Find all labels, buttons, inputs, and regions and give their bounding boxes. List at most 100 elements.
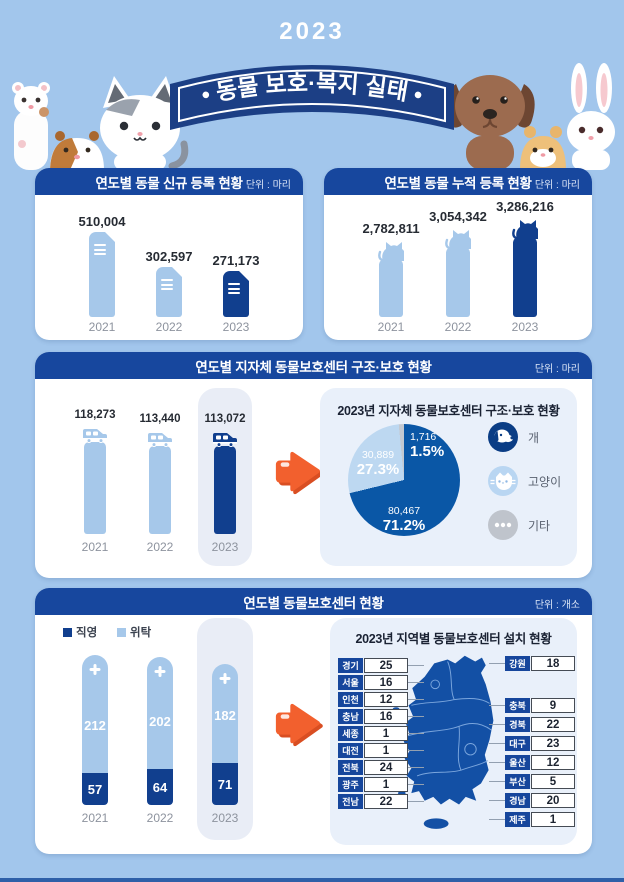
cat-silhouette-icon	[445, 230, 471, 249]
panel-rescue-unit: 단위 : 마리	[534, 364, 580, 375]
region-gyeongbuk: 경북 22	[489, 717, 575, 732]
bar-2022	[445, 230, 471, 317]
pie-label-etc: 1,716 1.5%	[410, 431, 445, 460]
year-label: 2021	[88, 320, 116, 334]
bar-2021	[89, 232, 115, 317]
panel-new-unit: 단위 : 마리	[245, 180, 291, 191]
year-label: 2023	[211, 811, 239, 825]
legend-direct: 직영	[63, 624, 97, 640]
bar-value: 2,782,811	[362, 221, 420, 236]
region-incheon: 인천 12	[338, 692, 424, 707]
year-label: 2021	[81, 811, 109, 825]
year-label: 2022	[155, 320, 183, 334]
document-fold-icon	[239, 271, 249, 281]
rescue-pie-chart	[348, 424, 460, 536]
bar-2021	[378, 242, 404, 317]
ellipsis-icon	[488, 510, 518, 540]
direct-segment: 71	[212, 763, 238, 805]
panel-shelters-header: 연도별 동물보호센터 현황 단위 : 개소	[35, 588, 592, 615]
panel-rescue-protection: 연도별 지자체 동물보호센터 구조·보호 현황 단위 : 마리 118,273 …	[35, 352, 592, 578]
region-ulsan: 울산 12	[489, 755, 575, 770]
panel-cum-unit: 단위 : 마리	[534, 180, 580, 191]
ferret-icon	[12, 82, 50, 170]
pie-subpanel-title: 2023년 지자체 동물보호센터 구조·보호 현황	[337, 404, 560, 418]
stacked-bar-2023: 182 71	[212, 664, 238, 805]
rescue-truck-icon	[148, 433, 172, 447]
cat-icon	[488, 466, 518, 496]
region-gwangju: 광주 1	[338, 777, 424, 792]
bar-2023	[223, 271, 249, 317]
region-chungnam: 충남 16	[338, 709, 424, 724]
cat-silhouette-icon	[512, 220, 538, 239]
panel-rescue-header: 연도별 지자체 동물보호센터 구조·보호 현황 단위 : 마리	[35, 352, 592, 379]
direct-segment: 57	[82, 773, 108, 805]
panel-shelters: 연도별 동물보호센터 현황 단위 : 개소 직영 위탁 212 57 202	[35, 588, 592, 854]
legend-entrusted-swatch	[117, 627, 126, 637]
document-fold-icon	[172, 267, 182, 277]
region-busan: 부산 5	[489, 774, 575, 789]
region-gangwon: 강원 18	[489, 656, 575, 671]
year-label: 2023	[511, 320, 539, 334]
rabbit-icon	[567, 63, 615, 170]
panel-new-header: 연도별 동물 신규 등록 현황 단위 : 마리	[35, 168, 303, 195]
year-label: 2023	[211, 540, 239, 554]
orange-arrow-icon	[275, 703, 323, 747]
pie-label-dog: 80,467 71.2%	[382, 505, 426, 534]
cat-silhouette-icon	[378, 242, 404, 261]
panel-shelters-unit: 단위 : 개소	[534, 600, 580, 611]
entrusted-segment: 202	[147, 657, 173, 769]
korea-map	[388, 655, 494, 829]
rescue-truck-icon	[213, 433, 237, 447]
orange-arrow-icon	[275, 451, 323, 495]
title-banner: • 동물 보호·복지 실태 •	[170, 65, 454, 130]
region-chungbuk: 충북 9	[489, 698, 575, 713]
region-sejong: 세종 1	[338, 726, 424, 741]
region-jeonnam: 전남 22	[338, 794, 424, 809]
year-label: 2022	[146, 540, 174, 554]
map-subpanel: 2023년 지역별 동물보호센터 설치 현황	[330, 618, 577, 845]
rescue-truck-icon	[83, 429, 107, 443]
bar-2023	[512, 220, 538, 317]
bar-value: 271,173	[212, 253, 260, 268]
bar-2023	[213, 433, 237, 534]
legend-etc: 기타	[488, 510, 550, 540]
year-label: 2022	[444, 320, 472, 334]
legend-cat: 고양이	[488, 466, 561, 496]
dog-icon	[488, 422, 518, 452]
region-jeonbuk: 전북 24	[338, 760, 424, 775]
dog-illustration-icon	[445, 75, 535, 170]
bar-value: 118,273	[74, 409, 116, 421]
bar-value: 302,597	[145, 249, 193, 264]
bar-2022	[148, 433, 172, 534]
entrusted-segment: 182	[212, 664, 238, 763]
panel-new-registrations: 연도별 동물 신규 등록 현황 단위 : 마리 510,004 302,597 …	[35, 168, 303, 340]
bar-2022	[156, 267, 182, 317]
hamster-icon	[520, 126, 566, 170]
bar-value: 3,286,216	[496, 199, 554, 214]
cat-illustration-icon	[100, 76, 189, 170]
legend-direct-swatch	[63, 627, 72, 637]
map-subpanel-title: 2023년 지역별 동물보호센터 설치 현황	[355, 632, 552, 646]
stacked-bar-2022: 202 64	[147, 657, 173, 805]
region-gyeonggi: 경기 25	[338, 658, 424, 673]
panel-cum-header: 연도별 동물 누적 등록 현황 단위 : 마리	[324, 168, 592, 195]
panel-new-title: 연도별 동물 신규 등록 현황	[95, 175, 243, 191]
right-animals-illustration	[445, 63, 615, 170]
year-label: 2022	[146, 811, 174, 825]
region-jeju: 제주 1	[489, 812, 575, 827]
region-gyeongnam: 경남 20	[489, 793, 575, 808]
legend-entrusted: 위탁	[117, 624, 151, 640]
bar-2021	[83, 429, 107, 534]
left-animals-illustration	[12, 76, 189, 170]
entrusted-segment: 212	[82, 655, 108, 773]
bottom-strip	[0, 878, 624, 882]
bar-value: 3,054,342	[429, 209, 487, 224]
legend-dog: 개	[488, 422, 539, 452]
panel-cum-title: 연도별 동물 누적 등록 현황	[384, 175, 532, 191]
stacked-bar-2021: 212 57	[82, 655, 108, 805]
pie-subpanel: 2023년 지자체 동물보호센터 구조·보호 현황 1,716 1.5% 30,…	[320, 388, 577, 566]
year-label: 2021	[377, 320, 405, 334]
region-daejeon: 대전 1	[338, 743, 424, 758]
panel-cumulative-registrations: 연도별 동물 누적 등록 현황 단위 : 마리 2,782,811 3,054,…	[324, 168, 592, 340]
